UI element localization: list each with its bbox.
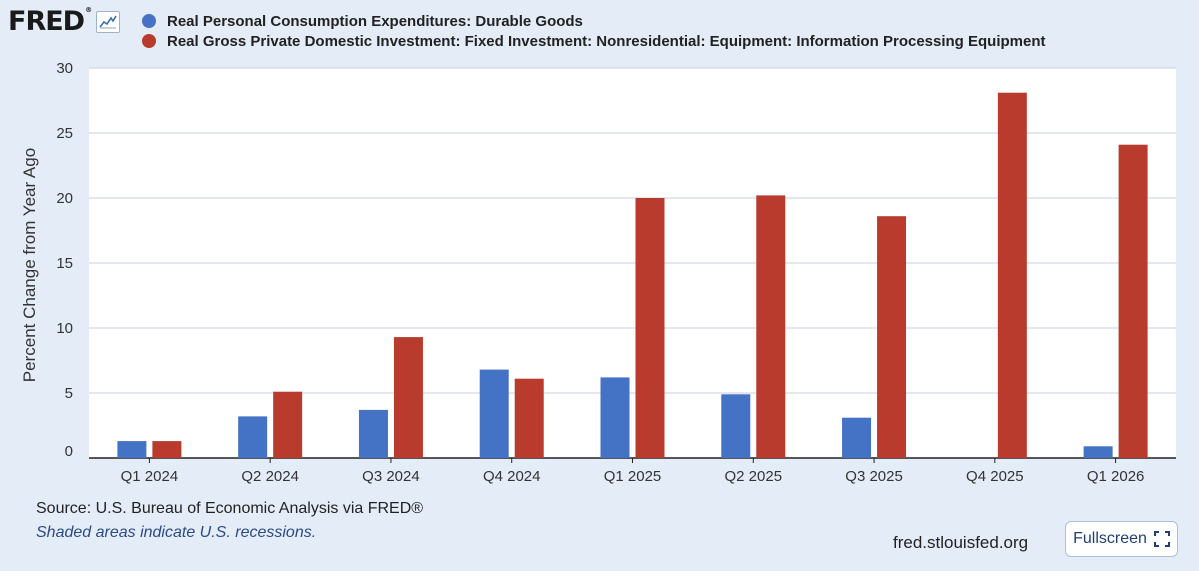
x-tick-label: Q2 2024 — [241, 468, 299, 485]
x-tick-label: Q3 2025 — [845, 468, 903, 485]
fred-logo[interactable]: FRED® — [8, 6, 121, 37]
x-tick-label: Q2 2025 — [725, 468, 783, 485]
recession-note: Shaded areas indicate U.S. recessions. — [36, 524, 317, 541]
legend-dot-series1 — [142, 14, 156, 28]
x-tick-label: Q1 2026 — [1087, 468, 1145, 485]
x-tick-label: Q4 2024 — [483, 468, 541, 485]
legend-dot-series2 — [142, 34, 156, 48]
bar-series1-q2-2025[interactable] — [721, 394, 751, 458]
x-tick-label: Q3 2024 — [362, 468, 420, 485]
bar-series2-q4-2024[interactable] — [514, 378, 544, 458]
legend-item-series1[interactable]: Real Personal Consumption Expenditures: … — [142, 11, 1046, 31]
bar-series1-q3-2024[interactable] — [358, 409, 388, 458]
bar-series2-q3-2024[interactable] — [393, 337, 423, 458]
logo-text: FRED® — [8, 6, 92, 37]
y-tick-label: 0 — [65, 443, 73, 460]
bar-series2-q1-2025[interactable] — [635, 198, 665, 458]
expand-icon — [1153, 531, 1170, 547]
legend-item-series2[interactable]: Real Gross Private Domestic Investment: … — [142, 31, 1046, 51]
site-url[interactable]: fred.stlouisfed.org — [893, 533, 1029, 552]
legend-label-series1: Real Personal Consumption Expenditures: … — [167, 12, 583, 30]
bar-series1-q1-2026[interactable] — [1083, 446, 1113, 458]
bar-series1-q1-2025[interactable] — [600, 377, 630, 458]
bar-series1-q4-2024[interactable] — [479, 369, 509, 458]
x-tick-label: Q4 2025 — [966, 468, 1024, 485]
bar-series1-q3-2025[interactable] — [842, 417, 872, 458]
bar-chart: 0 5 10 15 20 25 30 Q1 2024 Q2 2024 Q3 2024 Q4 2024… — [56, 60, 1176, 485]
bar-series2-q1-2026[interactable] — [1118, 144, 1148, 458]
y-tick-label: 30 — [56, 60, 73, 77]
bar-series1-q2-2024[interactable] — [238, 416, 268, 458]
bar-series2-q4-2025[interactable] — [997, 92, 1027, 458]
y-tick-label: 25 — [56, 125, 73, 142]
bar-series2-q3-2025[interactable] — [877, 216, 907, 458]
fullscreen-label: Fullscreen — [1073, 530, 1147, 547]
bar-series2-q1-2024[interactable] — [152, 441, 182, 458]
line-chart-icon — [96, 10, 121, 33]
source-text: Source: U.S. Bureau of Economic Analysis… — [36, 500, 424, 517]
fullscreen-button[interactable]: Fullscreen — [1065, 521, 1178, 557]
legend-label-series2: Real Gross Private Domestic Investment: … — [167, 32, 1046, 50]
y-tick-label: 5 — [65, 385, 73, 402]
x-tick-label: Q1 2024 — [121, 468, 179, 485]
bar-series1-q1-2024[interactable] — [117, 441, 147, 458]
bar-series2-q2-2025[interactable] — [756, 195, 786, 458]
legend: Real Personal Consumption Expenditures: … — [142, 11, 1046, 51]
x-tick-label: Q1 2025 — [604, 468, 662, 485]
y-tick-label: 10 — [56, 320, 73, 337]
y-tick-label: 20 — [56, 190, 73, 207]
bar-series2-q2-2024[interactable] — [273, 391, 303, 458]
y-tick-label: 15 — [56, 255, 73, 272]
